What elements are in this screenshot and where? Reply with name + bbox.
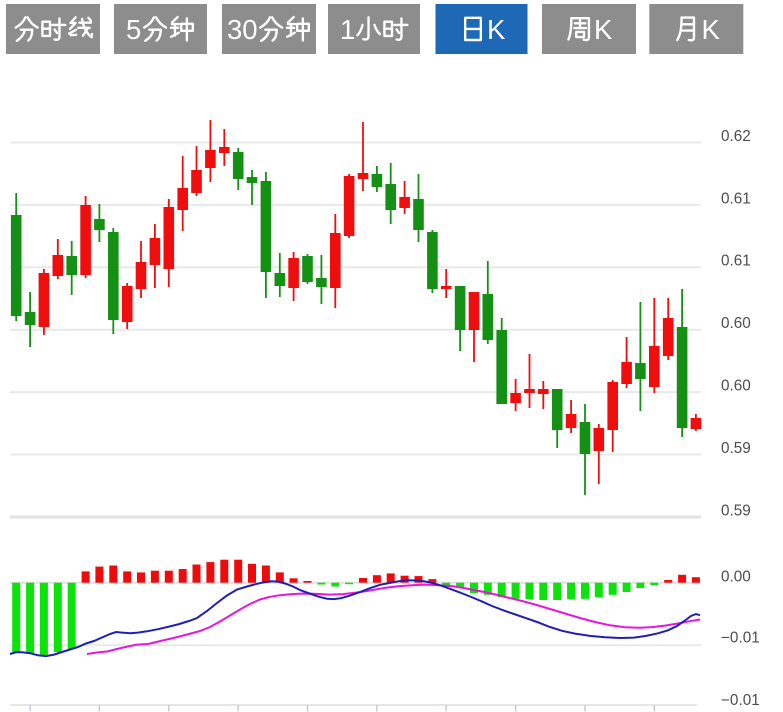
svg-text:0.59: 0.59 (721, 440, 751, 457)
svg-text:0.62: 0.62 (721, 128, 751, 145)
svg-text:30: 30 (227, 14, 258, 45)
svg-text:1: 1 (340, 14, 355, 45)
svg-text:0.61: 0.61 (721, 253, 751, 270)
svg-text:K: K (487, 14, 506, 45)
svg-text:K: K (702, 14, 721, 45)
svg-text:−0.01: −0.01 (721, 692, 760, 709)
svg-text:0.60: 0.60 (721, 315, 751, 332)
svg-text:K: K (594, 14, 613, 45)
svg-text:5: 5 (126, 14, 141, 45)
svg-text:0.60: 0.60 (721, 378, 751, 395)
svg-text:0.61: 0.61 (721, 190, 751, 207)
svg-text:0.00: 0.00 (721, 568, 751, 585)
svg-text:0.59: 0.59 (721, 502, 751, 519)
svg-text:−0.01: −0.01 (721, 630, 760, 647)
